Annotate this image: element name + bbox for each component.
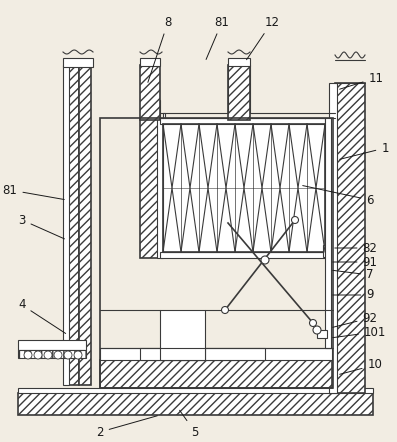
- Bar: [100, 118, 333, 388]
- Bar: [140, 118, 160, 258]
- Circle shape: [54, 351, 62, 359]
- Bar: [160, 310, 205, 360]
- Circle shape: [74, 351, 82, 359]
- Bar: [329, 83, 337, 393]
- Bar: [140, 65, 160, 120]
- Text: 91: 91: [333, 255, 378, 268]
- Bar: [163, 124, 325, 252]
- Circle shape: [34, 351, 42, 359]
- Bar: [205, 348, 265, 360]
- Text: 3: 3: [18, 213, 64, 239]
- Text: 81: 81: [2, 183, 64, 199]
- Circle shape: [313, 326, 321, 334]
- Circle shape: [222, 306, 229, 313]
- Circle shape: [310, 320, 316, 327]
- Bar: [163, 124, 325, 252]
- Bar: [140, 100, 160, 118]
- Text: 7: 7: [333, 268, 374, 282]
- Bar: [323, 245, 331, 257]
- Bar: [18, 388, 373, 393]
- Bar: [18, 393, 373, 415]
- Text: 12: 12: [247, 15, 279, 60]
- Bar: [335, 83, 365, 393]
- Text: 101: 101: [333, 325, 386, 339]
- Text: 8: 8: [148, 15, 172, 82]
- Bar: [140, 58, 160, 66]
- Bar: [163, 113, 165, 118]
- Text: 4: 4: [18, 298, 66, 333]
- Bar: [67, 65, 79, 385]
- Bar: [79, 65, 91, 385]
- Bar: [160, 252, 325, 258]
- Text: 82: 82: [335, 241, 378, 255]
- Bar: [157, 118, 163, 258]
- Text: 9: 9: [333, 289, 374, 301]
- Circle shape: [291, 217, 299, 224]
- Bar: [228, 58, 250, 66]
- Bar: [317, 330, 327, 338]
- Bar: [160, 118, 325, 124]
- Text: 1: 1: [340, 141, 389, 159]
- Bar: [325, 118, 331, 348]
- Text: 2: 2: [96, 416, 157, 438]
- Text: 81: 81: [206, 15, 229, 59]
- Bar: [18, 340, 86, 350]
- Bar: [228, 65, 250, 120]
- Bar: [100, 360, 332, 388]
- Bar: [140, 348, 205, 360]
- Text: 5: 5: [179, 410, 198, 438]
- Circle shape: [64, 351, 72, 359]
- Text: 11: 11: [340, 72, 384, 89]
- Bar: [63, 65, 69, 385]
- Circle shape: [24, 351, 32, 359]
- Text: 6: 6: [303, 186, 374, 206]
- Circle shape: [44, 351, 52, 359]
- Text: 10: 10: [340, 358, 382, 374]
- Bar: [18, 350, 86, 358]
- Bar: [100, 348, 332, 360]
- Text: 92: 92: [333, 312, 378, 328]
- Circle shape: [261, 256, 269, 264]
- Bar: [63, 58, 93, 67]
